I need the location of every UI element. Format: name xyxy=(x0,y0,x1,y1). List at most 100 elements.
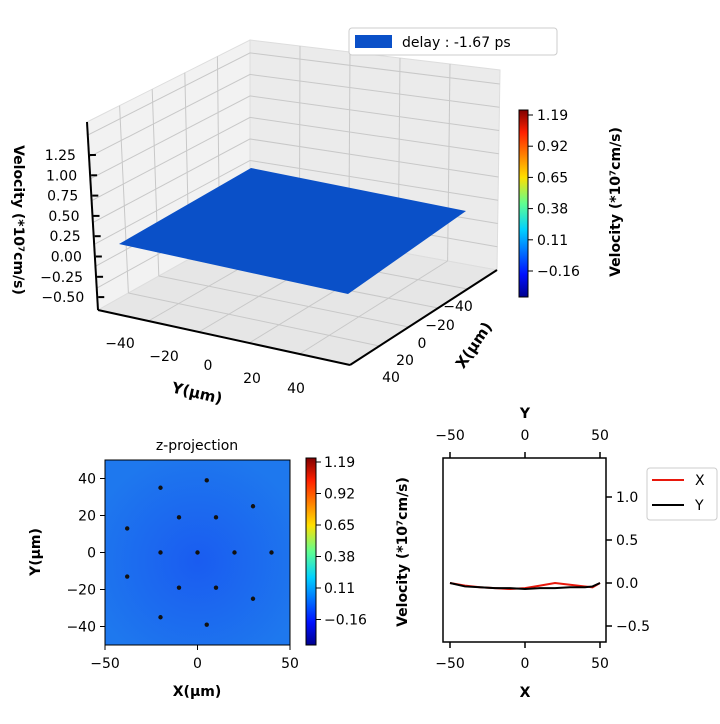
legend-label-x: X xyxy=(695,473,705,489)
y-tick-label: −20 xyxy=(149,349,179,365)
x-axis-line xyxy=(349,269,498,366)
y-tick-label: −0.5 xyxy=(616,619,650,635)
legend-swatch xyxy=(355,35,392,48)
x-tick-label: −50 xyxy=(90,656,120,672)
y-tick-label: 20 xyxy=(78,509,96,525)
colorbar-tick-label: 0.11 xyxy=(537,233,568,249)
sensor-point xyxy=(125,574,130,579)
grid-line xyxy=(88,73,500,158)
top-x-tick-label: 50 xyxy=(591,428,609,444)
series-line-y xyxy=(449,582,601,591)
line-plot-axes xyxy=(442,457,607,643)
sensor-point xyxy=(158,550,163,555)
z-projection-plot: z-projection −50 0 50 40 20 0 −20 −40 X(μm) Y(μ… xyxy=(28,438,367,700)
legend-3d: delay : -1.67 ps xyxy=(348,27,558,56)
x-tick-label: 50 xyxy=(591,656,609,672)
sensor-point xyxy=(232,550,237,555)
y-tick-label: 0.5 xyxy=(616,533,638,549)
sensor-point xyxy=(213,585,219,590)
x-tick-label: 50 xyxy=(281,656,299,672)
colorbar-3d: 1.19 0.92 0.65 0.38 0.11 −0.16 Velocity (*10⁷… xyxy=(518,108,624,298)
projection-title: z-projection xyxy=(156,438,238,454)
colorbar-tick-label: 0.92 xyxy=(324,487,355,503)
line-profile-plot: −50 −50 0 0 50 50 1.0 0.5 0.0 −0.5 X Y Velocity (… xyxy=(395,406,718,701)
top-x-tick-label: 0 xyxy=(521,428,530,444)
line-top-x-label: Y xyxy=(519,406,531,422)
y-tick-label: 0.0 xyxy=(616,576,638,592)
sensor-point xyxy=(213,515,219,520)
x-tick-label: −20 xyxy=(425,318,455,334)
z-tick-label: 1.25 xyxy=(45,148,76,164)
sensor-point xyxy=(176,585,182,590)
colorbar-tick-label: 0.11 xyxy=(324,581,355,597)
grid-line xyxy=(447,63,451,262)
y-tick-label: 0 xyxy=(204,358,213,374)
colorbar-tick-label: 1.19 xyxy=(324,455,355,471)
top-x-tick-label: −50 xyxy=(435,428,465,444)
colorbar-tick-label: 0.92 xyxy=(537,139,568,155)
y-axis-line xyxy=(97,309,351,366)
z-tick-label: 0.75 xyxy=(47,189,78,205)
x-axis-label: X(μm) xyxy=(452,319,496,372)
colorbar-tick-label: −0.16 xyxy=(537,264,580,280)
x-tick-label: 40 xyxy=(382,370,400,386)
colorbar-label: Velocity (*10⁷cm/s) xyxy=(608,127,624,277)
grid-line xyxy=(119,105,129,294)
z-tick-label: 1.00 xyxy=(46,168,77,184)
z-tick-label: −0.50 xyxy=(41,290,84,306)
z-axis-label: Velocity (*10⁷cm/s) xyxy=(10,145,26,295)
projection-colorbar xyxy=(305,457,317,646)
line-legend: X Y xyxy=(646,467,718,521)
y-tick-label: 40 xyxy=(78,472,96,488)
projection-x-label: X(μm) xyxy=(173,684,221,700)
grid-line xyxy=(93,159,499,245)
grid-line xyxy=(158,275,409,328)
grid-line xyxy=(91,116,499,202)
grid-line xyxy=(90,95,500,180)
line-y-label: Velocity (*10⁷cm/s) xyxy=(395,477,411,627)
y-tick-label: 20 xyxy=(243,371,261,387)
y-tick-label: −40 xyxy=(105,336,135,352)
legend-label-y: Y xyxy=(694,498,704,514)
colorbar-tick-label: 0.65 xyxy=(324,518,355,534)
x-tick-label: −40 xyxy=(443,299,473,315)
y-tick-label: −20 xyxy=(66,583,96,599)
colorbar-tick-label: −0.16 xyxy=(324,613,367,629)
x-tick-label: 0 xyxy=(193,656,202,672)
velocity-surface xyxy=(119,168,466,294)
sensor-point xyxy=(269,550,274,555)
colorbar-tick-label: 1.19 xyxy=(537,108,568,124)
z-tick-label: 0.00 xyxy=(51,250,82,266)
y-tick-label: 0 xyxy=(87,546,96,562)
line-x-label: X xyxy=(520,685,531,701)
y-axis-label: Y(μm) xyxy=(169,378,224,407)
grid-line xyxy=(92,138,499,223)
z-tick-label: 0.50 xyxy=(48,209,79,225)
sensor-point xyxy=(250,596,256,601)
plot-3d: 1.25 1.00 0.75 0.50 0.25 0.00 −0.25 −0.50 −40 −2… xyxy=(10,27,624,408)
sensor-point xyxy=(195,550,200,555)
x-tick-label: 0 xyxy=(521,656,530,672)
z-axis-line xyxy=(86,121,99,311)
sensor-point xyxy=(204,478,209,483)
colorbar-tick-label: 0.65 xyxy=(537,170,568,186)
z-tick-label: 0.25 xyxy=(50,229,81,245)
x-tick-label: 0 xyxy=(418,336,427,352)
x-tick-label: −50 xyxy=(435,656,465,672)
sensor-point xyxy=(204,622,209,627)
x-tick-label: 20 xyxy=(396,353,414,369)
sensor-point xyxy=(176,515,182,520)
y-tick-label: 40 xyxy=(287,381,305,397)
legend-label: delay : -1.67 ps xyxy=(402,35,511,51)
projection-y-label: Y(μm) xyxy=(28,528,44,577)
sensor-point xyxy=(158,615,163,620)
grid-line xyxy=(128,292,380,347)
sensor-point xyxy=(250,504,256,509)
colorbar-tick-label: 0.38 xyxy=(537,202,568,218)
z-tick-label: −0.25 xyxy=(40,270,83,286)
colorbar-tick-label: 0.38 xyxy=(324,550,355,566)
grid-line xyxy=(299,260,448,355)
sensor-point xyxy=(125,526,130,531)
sensor-point xyxy=(158,485,163,490)
